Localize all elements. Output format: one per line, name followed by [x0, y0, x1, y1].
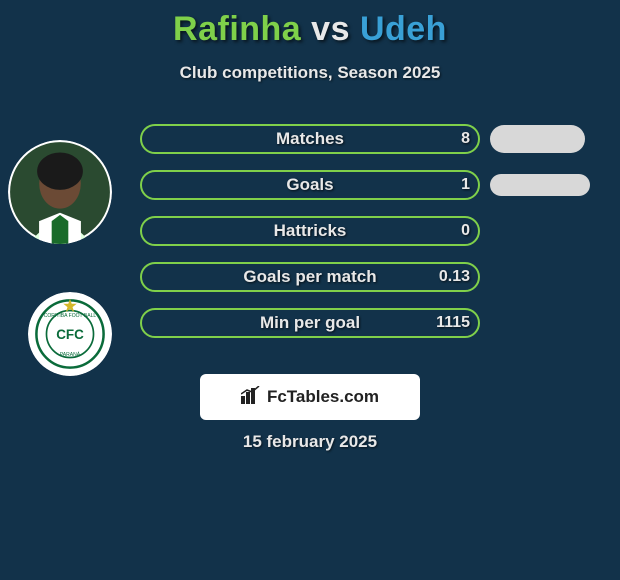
player1-name: Rafinha	[173, 10, 301, 48]
player1-value: 0.13	[439, 256, 470, 298]
svg-text:CORITIBA FOOT BALL: CORITIBA FOOT BALL	[44, 313, 97, 319]
date-text: 15 february 2025	[0, 432, 620, 452]
stat-label: Hattricks	[140, 210, 480, 252]
svg-text:PARANÁ: PARANÁ	[60, 351, 81, 358]
player2-pill	[490, 125, 585, 153]
player1-value: 8	[461, 118, 470, 160]
svg-text:CFC: CFC	[56, 327, 84, 342]
player2-name: Udeh	[360, 10, 447, 48]
stat-label: Goals per match	[140, 256, 480, 298]
player2-pill	[490, 174, 590, 196]
player1-value: 1115	[436, 302, 470, 344]
fctables-logo: FcTables.com	[200, 374, 420, 420]
player-avatar-svg	[8, 140, 112, 244]
subtitle: Club competitions, Season 2025	[0, 63, 620, 83]
player1-value: 0	[461, 210, 470, 252]
player1-avatar	[8, 140, 112, 244]
vs-text: vs	[311, 10, 350, 48]
comparison-title: Rafinha vs Udeh	[0, 0, 620, 49]
player1-value: 1	[461, 164, 470, 206]
stat-row: Goals per match0.13	[0, 256, 620, 302]
stat-label: Matches	[140, 118, 480, 160]
infographic-content: Rafinha vs Udeh Club competitions, Seaso…	[0, 0, 620, 580]
club-badge-svg: CFC CORITIBA FOOT BALL PARANÁ	[28, 292, 112, 376]
stat-label: Goals	[140, 164, 480, 206]
bar-chart-icon	[241, 386, 261, 409]
player1-club-badge: CFC CORITIBA FOOT BALL PARANÁ	[28, 292, 112, 376]
stat-label: Min per goal	[140, 302, 480, 344]
logo-text: FcTables.com	[267, 387, 379, 407]
